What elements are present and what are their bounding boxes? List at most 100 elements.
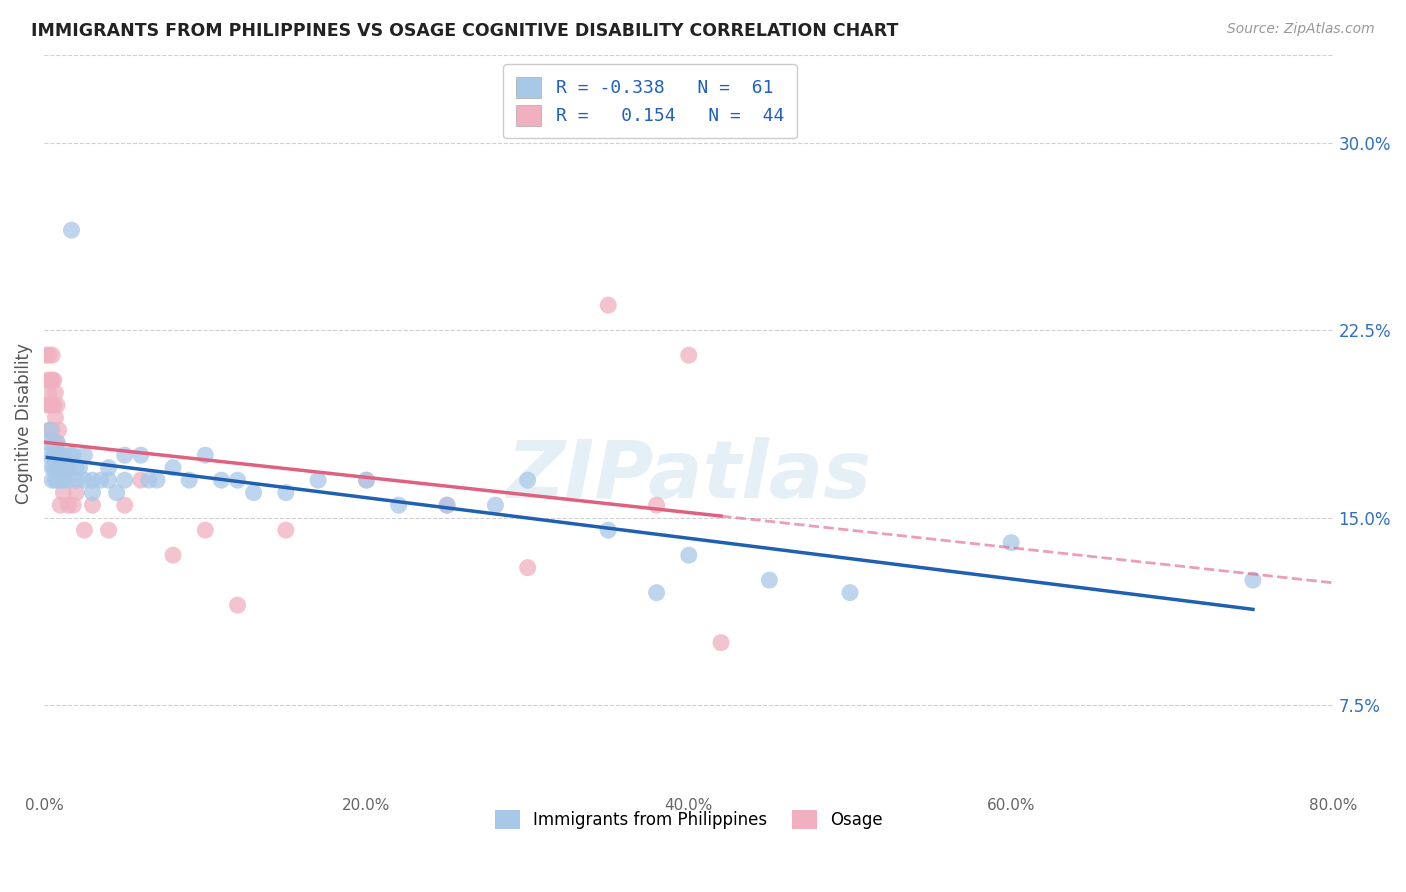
Point <box>89 473 111 487</box>
Legend: Immigrants from Philippines, Osage: Immigrants from Philippines, Osage <box>488 804 890 836</box>
Point <box>1241 573 1264 587</box>
Point <box>46 398 69 412</box>
Point <box>42 373 65 387</box>
Point <box>242 485 264 500</box>
Point <box>39 398 62 412</box>
Point <box>62 448 84 462</box>
Point <box>73 473 96 487</box>
Point <box>41 398 63 412</box>
Point <box>645 585 668 599</box>
Point <box>274 485 297 500</box>
Point <box>44 385 66 400</box>
Text: ZIPatlas: ZIPatlas <box>506 436 872 515</box>
Point <box>105 485 128 500</box>
Point <box>839 585 862 599</box>
Point <box>194 448 217 462</box>
Point <box>58 460 80 475</box>
Point <box>274 523 297 537</box>
Point <box>58 473 80 487</box>
Point <box>516 473 538 487</box>
Point <box>60 223 83 237</box>
Point <box>52 473 75 487</box>
Point <box>42 398 65 412</box>
Point <box>138 473 160 487</box>
Point <box>46 435 69 450</box>
Point <box>356 473 378 487</box>
Point <box>41 373 63 387</box>
Point <box>97 460 120 475</box>
Point <box>678 348 700 362</box>
Point <box>194 523 217 537</box>
Point <box>52 448 75 462</box>
Point <box>516 560 538 574</box>
Point <box>49 473 72 487</box>
Point <box>48 448 70 462</box>
Point <box>179 473 201 487</box>
Point <box>49 460 72 475</box>
Point <box>41 348 63 362</box>
Point <box>37 448 59 462</box>
Point <box>1000 535 1022 549</box>
Point <box>114 448 136 462</box>
Text: IMMIGRANTS FROM PHILIPPINES VS OSAGE COGNITIVE DISABILITY CORRELATION CHART: IMMIGRANTS FROM PHILIPPINES VS OSAGE COG… <box>31 22 898 40</box>
Point <box>598 298 620 312</box>
Point <box>645 498 668 512</box>
Point <box>129 473 152 487</box>
Point <box>209 473 232 487</box>
Point <box>46 460 69 475</box>
Point <box>82 473 104 487</box>
Point <box>226 473 249 487</box>
Point <box>114 498 136 512</box>
Point <box>49 448 72 462</box>
Point <box>598 523 620 537</box>
Point <box>48 423 70 437</box>
Point <box>82 485 104 500</box>
Y-axis label: Cognitive Disability: Cognitive Disability <box>15 343 32 504</box>
Point <box>37 373 59 387</box>
Point <box>484 498 506 512</box>
Point <box>678 548 700 562</box>
Point <box>35 348 58 362</box>
Point <box>49 448 72 462</box>
Point <box>82 498 104 512</box>
Point <box>73 523 96 537</box>
Point <box>710 635 733 649</box>
Point <box>65 460 87 475</box>
Point <box>59 448 82 462</box>
Point <box>356 473 378 487</box>
Point <box>46 435 69 450</box>
Point <box>758 573 780 587</box>
Point <box>39 423 62 437</box>
Point <box>39 373 62 387</box>
Point <box>162 548 184 562</box>
Point <box>37 398 59 412</box>
Point <box>58 460 80 475</box>
Point <box>65 485 87 500</box>
Point <box>38 348 60 362</box>
Point <box>48 473 70 487</box>
Point <box>307 473 329 487</box>
Point <box>69 460 91 475</box>
Point <box>42 435 65 450</box>
Point <box>388 498 411 512</box>
Point <box>44 410 66 425</box>
Point <box>436 498 458 512</box>
Point <box>53 460 76 475</box>
Point <box>41 423 63 437</box>
Point <box>49 460 72 475</box>
Point <box>97 523 120 537</box>
Point <box>41 460 63 475</box>
Point <box>226 598 249 612</box>
Point <box>129 448 152 462</box>
Point <box>97 473 120 487</box>
Point <box>52 485 75 500</box>
Text: Source: ZipAtlas.com: Source: ZipAtlas.com <box>1227 22 1375 37</box>
Point <box>44 448 66 462</box>
Point <box>38 435 60 450</box>
Point <box>38 385 60 400</box>
Point <box>49 498 72 512</box>
Point <box>42 448 65 462</box>
Point <box>49 448 72 462</box>
Point <box>41 473 63 487</box>
Point <box>146 473 169 487</box>
